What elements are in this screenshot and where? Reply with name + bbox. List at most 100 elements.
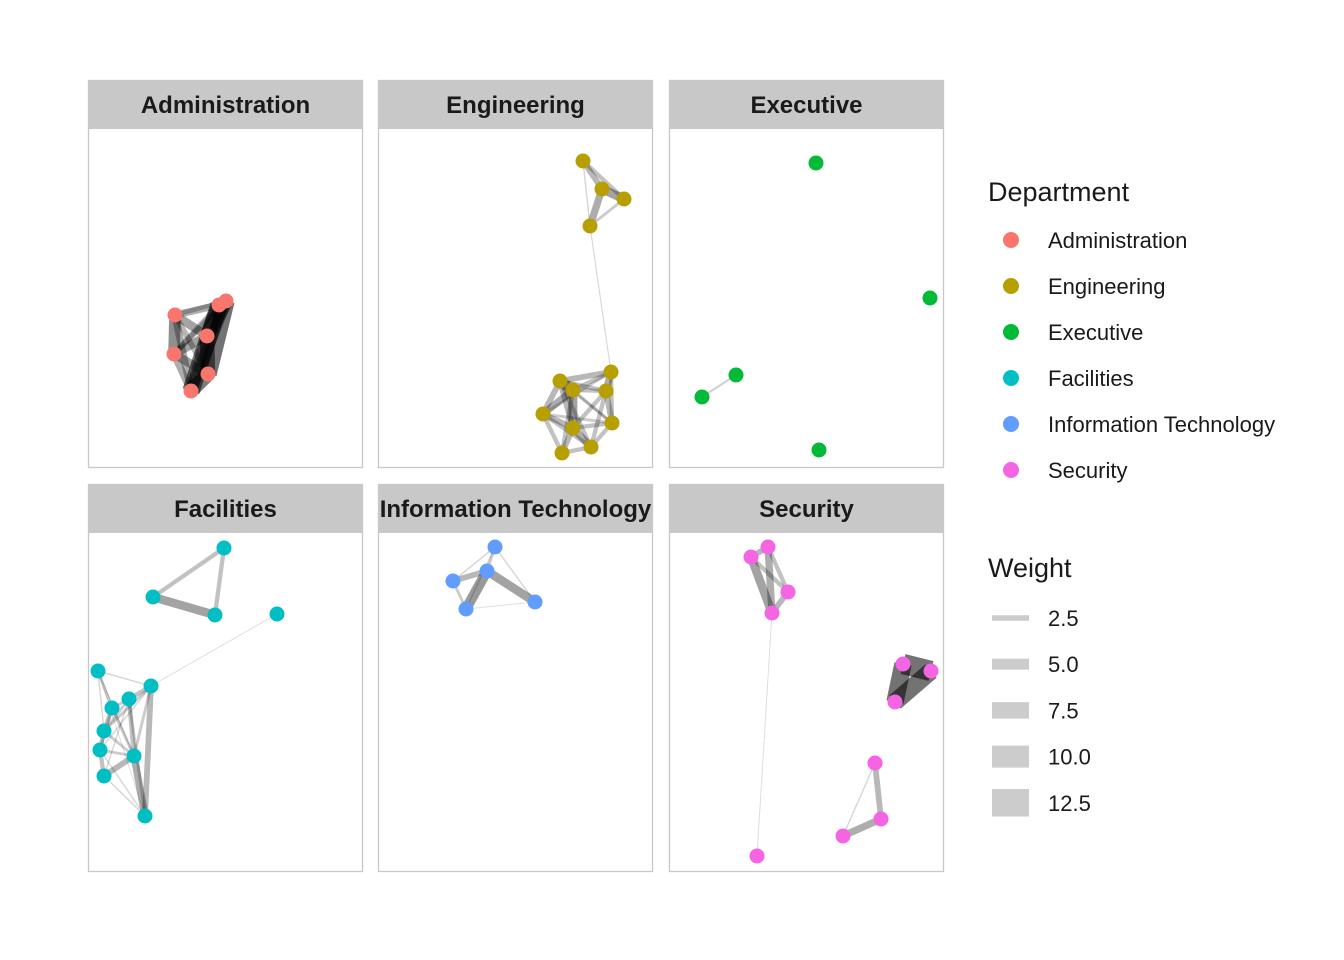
network-edge [151,592,217,620]
network-node [143,678,159,694]
network-edge [842,762,876,837]
facet-strip-label: Administration [141,92,310,119]
facet-strip [669,484,944,533]
legend-key-line [992,745,1029,768]
network-node [743,549,759,565]
facet-panel-security: Security [668,483,945,873]
network-edge [97,670,105,732]
network-edge [142,685,154,817]
legend-item-security: Security [1003,458,1127,483]
network-node [207,607,223,623]
legend-item-weight-10-0: 10.0 [992,745,1091,770]
network-node [121,691,137,707]
network-node [604,415,620,431]
department-legend: Department Administration Engineering Execu… [988,177,1275,483]
facet-strip [378,484,653,533]
network-node [90,663,106,679]
legend-item-weight-7-5: 7.5 [992,698,1079,723]
legend-item-label: Security [1048,458,1127,483]
network-node [764,605,780,621]
network-node [867,755,883,771]
node-group [535,153,632,461]
network-node [780,584,796,600]
network-node [760,539,776,555]
network-node [445,573,461,589]
network-edge [132,685,153,757]
network-edge [571,389,608,430]
network-edge [126,698,137,757]
network-node [92,742,108,758]
facet-panel-facilities: Facilities [87,483,364,873]
network-node [145,589,161,605]
weight-legend: Weight 2.5 5.0 7.5 10.0 12.5 [988,553,1091,817]
network-edge [484,567,538,606]
facet-panels: Administration Engineering Executive Facili… [87,79,945,873]
network-node [694,389,710,405]
network-node [183,383,199,399]
network-node [216,540,232,556]
network-edge [559,378,607,394]
weight-legend-title: Weight [988,553,1072,583]
network-edge [557,380,576,429]
facet-strip [88,80,363,129]
legend-item-weight-5-0: 5.0 [992,652,1079,677]
legend-key-line [992,615,1029,621]
legend-item-label: Facilities [1048,366,1134,391]
network-node [167,307,183,323]
legend-item-executive: Executive [1003,320,1143,345]
network-node [565,382,581,398]
network-edge [171,314,195,392]
network-node [565,420,581,436]
network-node [887,694,903,710]
network-node [749,848,765,864]
network-node [96,723,112,739]
node-group [166,293,234,399]
network-node [479,563,495,579]
legend-item-information-technology: Information Technology [1003,412,1275,437]
node-group [90,540,285,824]
network-node [728,367,744,383]
network-node [200,366,216,382]
legend-key-dot [1003,278,1019,294]
department-legend-title: Department [988,177,1130,207]
facet-panel-information-technology: Information Technology [377,483,654,873]
network-edge [99,685,152,751]
network-node [603,364,619,380]
network-edge [872,762,884,820]
network-edge [581,159,626,201]
network-node [269,606,285,622]
facet-strip-label: Engineering [446,92,585,119]
network-node [811,442,827,458]
legend-item-label: 12.5 [1048,791,1091,816]
panel-border [87,79,364,469]
legend-item-weight-2-5: 2.5 [992,606,1079,631]
network-edge [559,369,612,384]
legend-item-label: 5.0 [1048,652,1079,677]
node-group [694,155,938,458]
network-edge [465,546,496,610]
network-node [527,594,543,610]
panel-border [377,483,654,873]
network-node [923,663,939,679]
legend-item-label: 2.5 [1048,606,1079,631]
network-node [594,181,610,197]
network-edge [130,755,149,817]
legend-key-dot [1003,370,1019,386]
legend-key-line [992,658,1029,670]
network-edge [452,546,496,582]
network-node [554,445,570,461]
network-edge [494,546,536,603]
network-node [199,328,215,344]
network-edge [103,698,130,777]
network-edge [212,547,227,616]
network-edge [889,664,937,709]
facet-panel-engineering: Engineering [377,79,654,469]
network-edge [151,546,226,599]
legend-key-dot [1003,462,1019,478]
legend-item-weight-12-5: 12.5 [992,789,1091,817]
network-node [535,406,551,422]
network-node [616,191,632,207]
network-edge [185,334,213,393]
network-edge [589,225,612,373]
